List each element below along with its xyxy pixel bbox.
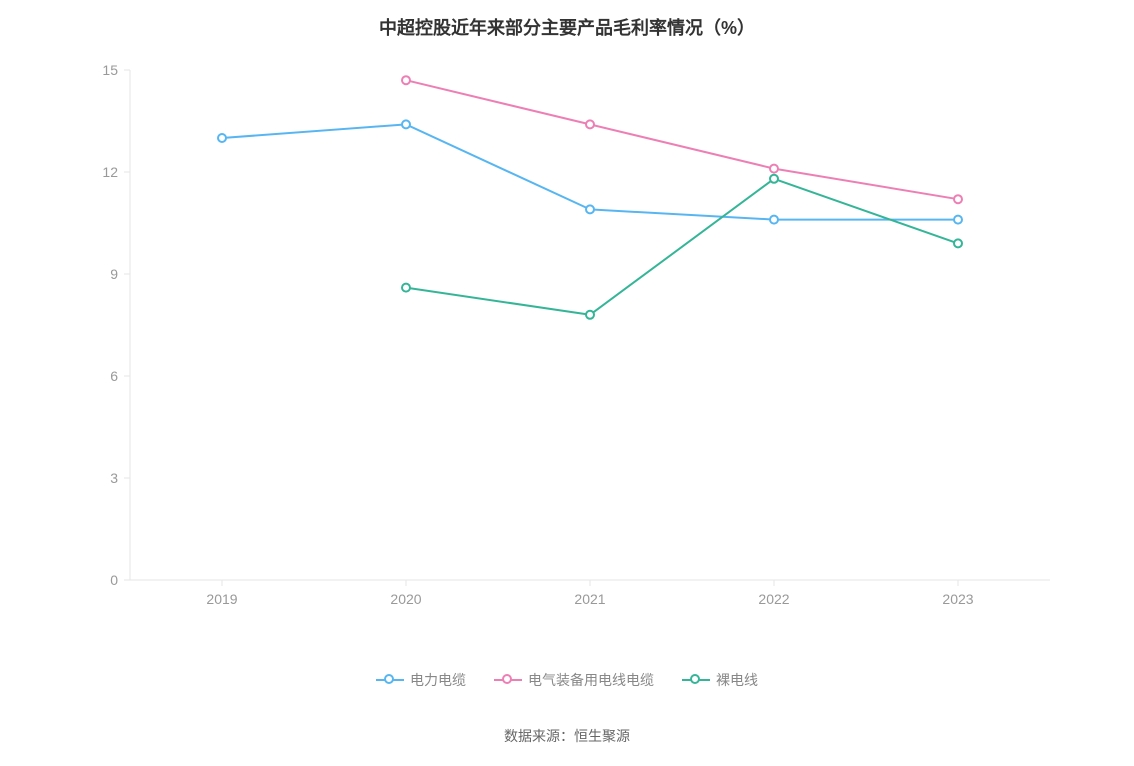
series-line <box>406 179 958 315</box>
series-marker <box>770 175 778 183</box>
x-tick-label: 2020 <box>390 591 421 607</box>
x-tick-label: 2019 <box>206 591 237 607</box>
legend-item[interactable]: 电气装备用电线电缆 <box>494 670 654 690</box>
series-marker <box>586 311 594 319</box>
legend: 电力电缆 电气装备用电线电缆 裸电线 <box>0 670 1134 690</box>
series-marker <box>770 165 778 173</box>
series-marker <box>402 284 410 292</box>
line-chart: 0 3 6 9 12 15 2019 2020 2021 2022 2023 <box>70 60 1070 620</box>
page: 中超控股近年来部分主要产品毛利率情况（%） 0 3 6 9 12 15 2019 2020 20… <box>0 0 1134 766</box>
legend-item[interactable]: 裸电线 <box>682 670 758 690</box>
series-marker <box>586 120 594 128</box>
y-tick-label: 6 <box>110 368 118 384</box>
y-tick-label: 0 <box>110 572 118 588</box>
x-tick-label: 2022 <box>758 591 789 607</box>
series-marker <box>954 239 962 247</box>
series-marker <box>218 134 226 142</box>
legend-label: 裸电线 <box>716 670 758 690</box>
y-tick-label: 9 <box>110 266 118 282</box>
series-marker <box>402 120 410 128</box>
series-marker <box>586 205 594 213</box>
series-marker <box>954 216 962 224</box>
legend-label: 电力电缆 <box>410 670 466 690</box>
chart-container: 0 3 6 9 12 15 2019 2020 2021 2022 2023 <box>70 60 1070 620</box>
series-line <box>406 80 958 199</box>
source-label: 数据来源：恒生聚源 <box>0 726 1134 746</box>
legend-marker-icon <box>376 673 404 687</box>
y-tick-label: 15 <box>102 62 118 78</box>
chart-title: 中超控股近年来部分主要产品毛利率情况（%） <box>0 14 1134 40</box>
y-tick-label: 12 <box>102 164 118 180</box>
series-marker <box>402 76 410 84</box>
series-marker <box>954 195 962 203</box>
legend-item[interactable]: 电力电缆 <box>376 670 466 690</box>
x-tick-label: 2023 <box>942 591 973 607</box>
legend-label: 电气装备用电线电缆 <box>528 670 654 690</box>
legend-marker-icon <box>682 673 710 687</box>
legend-marker-icon <box>494 673 522 687</box>
series-marker <box>770 216 778 224</box>
x-tick-label: 2021 <box>574 591 605 607</box>
y-tick-label: 3 <box>110 470 118 486</box>
